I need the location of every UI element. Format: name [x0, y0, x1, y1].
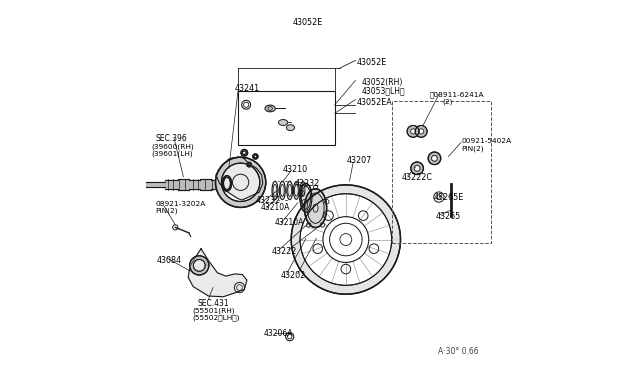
Polygon shape: [216, 157, 263, 200]
Polygon shape: [241, 150, 248, 156]
Polygon shape: [411, 162, 424, 174]
Polygon shape: [178, 179, 189, 190]
Polygon shape: [189, 256, 209, 275]
Text: PIN(2): PIN(2): [156, 208, 179, 214]
Text: 43052E: 43052E: [357, 58, 387, 67]
Ellipse shape: [300, 183, 312, 212]
Ellipse shape: [278, 119, 288, 125]
Polygon shape: [428, 152, 441, 164]
Polygon shape: [200, 179, 211, 190]
Text: 43210A: 43210A: [260, 203, 289, 212]
Ellipse shape: [300, 182, 306, 199]
Text: (55501(RH): (55501(RH): [193, 307, 236, 314]
Text: 43210: 43210: [283, 165, 308, 174]
Text: 43202: 43202: [280, 271, 306, 280]
Text: 43232: 43232: [256, 196, 281, 205]
Text: 43206A: 43206A: [264, 329, 293, 338]
Text: ⓝ08911-6241A: ⓝ08911-6241A: [430, 91, 484, 98]
Polygon shape: [165, 180, 178, 189]
Text: 43052(RH): 43052(RH): [362, 78, 403, 87]
Text: 08921-3202A: 08921-3202A: [156, 202, 206, 208]
Polygon shape: [189, 180, 200, 189]
Text: 43207: 43207: [347, 155, 372, 165]
Text: 43084: 43084: [157, 256, 182, 265]
Text: 43053〈LH〉: 43053〈LH〉: [362, 86, 405, 95]
Text: SEC.431: SEC.431: [197, 299, 229, 308]
Text: 43222: 43222: [272, 247, 298, 256]
Ellipse shape: [287, 181, 292, 200]
Polygon shape: [147, 182, 165, 187]
Text: 43241: 43241: [234, 84, 259, 93]
Text: 43265E: 43265E: [434, 193, 464, 202]
Ellipse shape: [280, 181, 285, 200]
Ellipse shape: [272, 181, 278, 200]
Bar: [392, 101, 491, 243]
Text: (39601(LH): (39601(LH): [151, 150, 193, 157]
Text: 43222C: 43222C: [401, 173, 432, 182]
Text: PIN(2): PIN(2): [461, 145, 484, 151]
Ellipse shape: [265, 105, 275, 112]
Text: 43052EA: 43052EA: [357, 98, 393, 107]
Text: A·30° 0.66: A·30° 0.66: [438, 347, 479, 356]
Polygon shape: [407, 125, 419, 137]
Text: (2): (2): [443, 99, 453, 105]
Polygon shape: [188, 249, 247, 297]
Polygon shape: [222, 176, 232, 191]
Bar: [238, 91, 335, 145]
Ellipse shape: [293, 182, 300, 199]
Ellipse shape: [287, 125, 294, 131]
Text: 43052E: 43052E: [293, 17, 323, 26]
Polygon shape: [211, 180, 220, 189]
Text: 43265: 43265: [435, 212, 460, 221]
Polygon shape: [253, 154, 258, 159]
Text: (39600(RH): (39600(RH): [151, 143, 194, 150]
Ellipse shape: [305, 189, 326, 228]
Polygon shape: [415, 125, 427, 137]
Text: 43232: 43232: [295, 179, 320, 187]
Text: (55502〈LH〉): (55502〈LH〉): [193, 314, 240, 321]
Polygon shape: [291, 185, 401, 294]
Text: 43210A: 43210A: [275, 218, 305, 227]
Polygon shape: [216, 157, 266, 208]
Polygon shape: [247, 162, 252, 167]
Text: 00921-5402A: 00921-5402A: [461, 138, 511, 144]
Text: SEC.396: SEC.396: [156, 134, 188, 143]
